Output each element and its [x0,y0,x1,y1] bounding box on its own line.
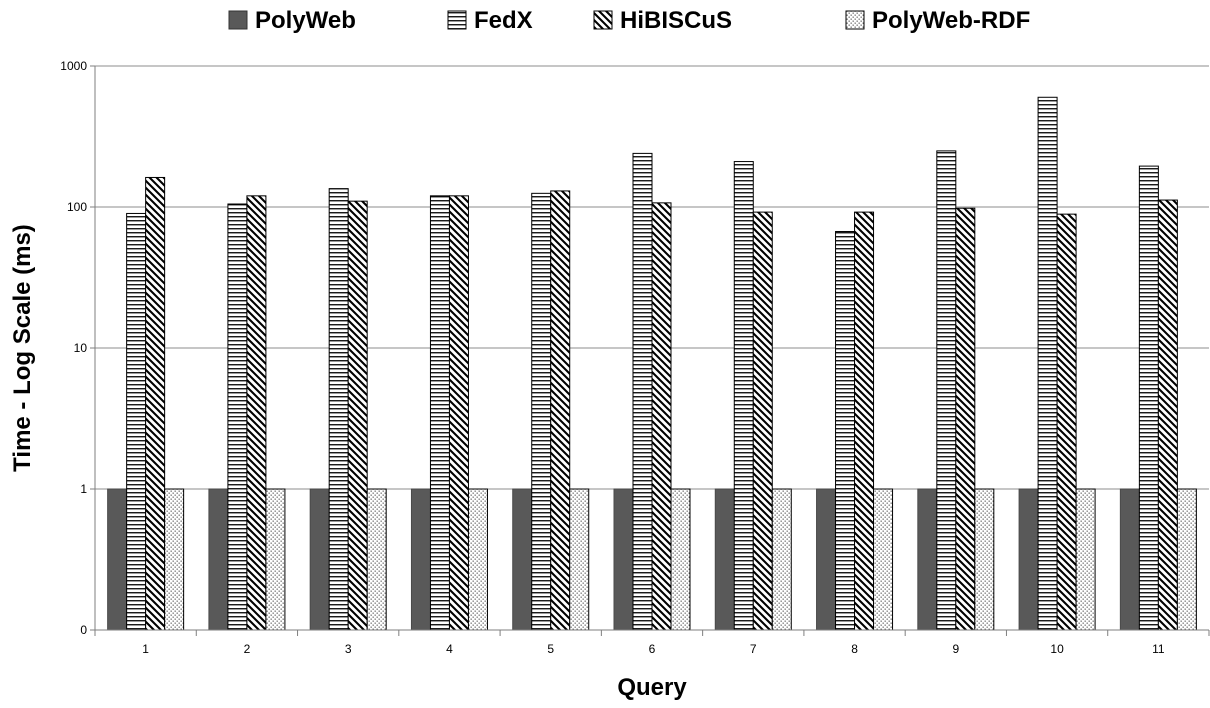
bar-fedx-q5 [531,192,552,631]
bar-fedx-q10 [1037,96,1058,631]
bar-polyweb-q8 [816,488,837,631]
x-axis-label: Query [617,674,687,701]
bar-fedx-q8 [835,231,856,631]
bar-polyweb-q4 [410,488,431,631]
bar-polyweb-rdf-q7 [771,488,792,631]
legend-item-fedx: FedX [447,7,533,34]
x-tick-label: 4 [446,642,453,656]
x-tick-label: 11 [1152,642,1165,656]
bar-fedx-q11 [1138,165,1159,631]
bar-hibiscus-q6 [651,202,672,631]
bar-polyweb-rdf-q10 [1075,488,1096,631]
bar-polyweb-rdf-q1 [164,488,185,631]
bar-fedx-q7 [733,161,754,631]
bar-fedx-q2 [227,203,248,631]
bar-hibiscus-q10 [1056,213,1077,631]
y-tick-label: 0 [80,623,87,637]
bar-polyweb-q5 [512,488,533,631]
bar-hibiscus-q4 [448,195,469,631]
bar-hibiscus-q3 [347,200,368,631]
bar-polyweb-q10 [1018,488,1039,631]
bar-polyweb-rdf-q8 [873,488,894,631]
bar-polyweb-rdf-q4 [467,488,488,631]
legend-label-hibiscus: HiBISCuS [620,7,732,34]
x-tick-label: 2 [244,642,251,656]
legend-item-hibiscus: HiBISCuS [593,7,732,34]
bar-fedx-q3 [328,188,349,631]
bar-polyweb-q9 [917,488,938,631]
legend-label-fedx: FedX [474,7,533,34]
bar-fedx-q6 [632,152,653,631]
bar-polyweb-rdf-q6 [670,488,691,631]
x-tick-label: 7 [750,642,757,656]
x-axis-ticks: 1 2 3 4 5 6 7 8 9 10 11 [94,630,1210,656]
y-tick-label: 1 [80,482,87,496]
y-tick-label: 1000 [60,59,87,73]
bar-polyweb-q7 [714,488,735,631]
x-tick-label: 6 [649,642,656,656]
bar-polyweb-rdf-q11 [1176,488,1197,631]
x-tick-label: 9 [952,642,959,656]
bar-polyweb-rdf-q2 [265,488,286,631]
bar-polyweb-q11 [1119,488,1140,631]
x-tick-label: 1 [142,642,149,656]
bar-polyweb-rdf-q3 [366,488,387,631]
legend-swatch-polyweb-rdf [845,10,865,30]
bar-fedx-q1 [126,212,147,631]
legend-label-polyweb-rdf: PolyWeb-RDF [872,7,1030,34]
bars [107,96,1197,631]
legend-item-polyweb: PolyWeb [228,7,356,34]
bar-polyweb-q2 [208,488,229,631]
bar-polyweb-rdf-q9 [974,488,995,631]
legend-swatch-fedx [447,10,467,30]
bar-hibiscus-q1 [145,176,166,631]
bar-fedx-q4 [429,195,450,631]
bar-polyweb-q6 [613,488,634,631]
y-tick-label: 10 [74,341,88,355]
legend-item-polyweb-rdf: PolyWeb-RDF [845,7,1030,34]
bar-hibiscus-q5 [550,190,571,631]
bar-polyweb-rdf-q5 [569,488,590,631]
x-tick-label: 5 [547,642,554,656]
bar-hibiscus-q8 [854,211,875,631]
bar-fedx-q9 [936,150,957,631]
x-tick-label: 10 [1050,642,1064,656]
bar-polyweb-q3 [309,488,330,631]
legend-swatch-hibiscus [593,10,613,30]
bar-polyweb-q1 [107,488,128,631]
bar-hibiscus-q2 [246,195,267,631]
bar-hibiscus-q9 [955,207,976,631]
y-axis-label: Time - Log Scale (ms) [9,224,36,472]
legend: PolyWeb FedX HiBISCuS PolyWeb-RDF [228,7,1030,34]
x-tick-label: 8 [851,642,858,656]
y-tick-label: 100 [67,200,87,214]
legend-label-polyweb: PolyWeb [255,7,356,34]
bar-hibiscus-q7 [752,211,773,631]
legend-swatch-polyweb [228,10,248,30]
x-tick-label: 3 [345,642,352,656]
y-axis-ticks: 0 1 10 100 1000 [60,59,95,637]
bar-hibiscus-q11 [1157,199,1178,631]
